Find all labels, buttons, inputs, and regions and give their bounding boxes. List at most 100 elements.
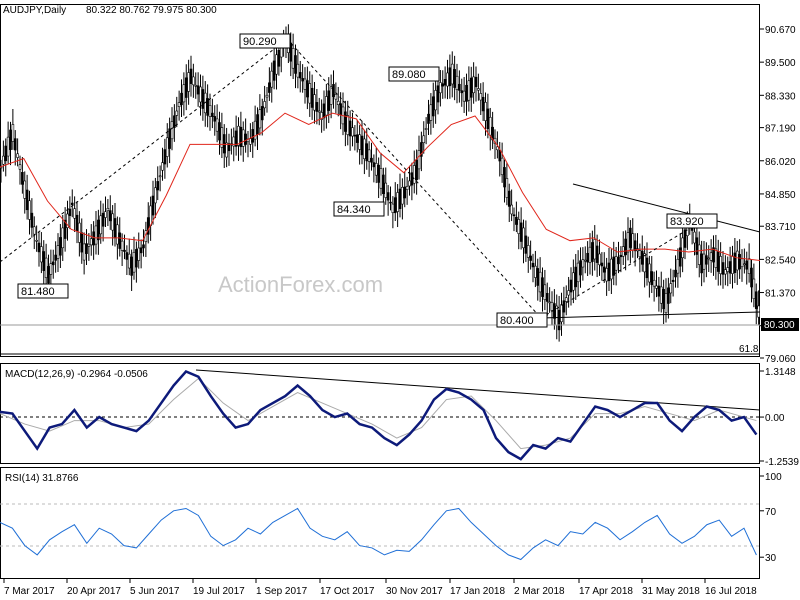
candle-body: [700, 253, 703, 274]
candle-body: [619, 254, 623, 258]
date-tick-label: 17 Oct 2017: [320, 586, 375, 597]
candle-body: [401, 186, 404, 205]
candle-body: [738, 254, 741, 270]
candle-body: [724, 269, 727, 275]
candle-body: [97, 219, 100, 241]
candle-body: [591, 242, 594, 262]
candle-body: [386, 192, 390, 201]
candle-body: [645, 257, 649, 279]
candle-body: [87, 243, 91, 247]
candle-body: [225, 142, 228, 158]
candle-body: [360, 135, 364, 156]
uptrend-dashed-line: [0, 38, 288, 263]
rsi-line: [0, 507, 757, 561]
macd-line: [0, 370, 758, 461]
rsi-axis: 100 70 30: [760, 472, 782, 564]
candle-body: [479, 93, 483, 101]
candle-body: [481, 96, 485, 112]
candle-body: [505, 178, 509, 198]
candle-body: [201, 89, 205, 109]
candle-body: [372, 162, 376, 168]
candle-body: [503, 167, 506, 188]
candle-body: [462, 90, 466, 102]
candle-body: [500, 157, 504, 176]
candle-body: [429, 104, 433, 121]
price-tick-label: 87.190: [765, 124, 796, 135]
rsi-title: RSI(14) 31.8766: [5, 473, 79, 484]
candle-body: [11, 124, 15, 142]
candle-body: [239, 126, 243, 148]
candle-body: [548, 301, 551, 304]
candle-body: [263, 101, 266, 109]
candle-body: [139, 247, 143, 254]
candle-body: [659, 286, 663, 304]
candle-body: [184, 77, 188, 98]
candle-body: [25, 189, 29, 211]
candle-body: [270, 70, 274, 88]
price-tick-label: 84.850: [765, 190, 796, 201]
candle-body: [44, 257, 48, 278]
candle-body: [510, 204, 513, 215]
candle-body: [9, 129, 12, 150]
candle-body: [522, 227, 525, 249]
candle-body: [168, 128, 171, 149]
candle-body: [531, 262, 535, 268]
rebound-dashed-line: [540, 217, 708, 319]
candle-body: [695, 237, 699, 255]
candle-body: [678, 247, 682, 267]
candle-body: [63, 219, 67, 239]
price-plot-area: [0, 24, 760, 355]
date-tick-label: 19 Jul 2017: [193, 586, 245, 597]
candle-body: [721, 262, 725, 275]
candle-body: [681, 237, 684, 259]
triangle-lower-line: [540, 311, 760, 319]
candle-body: [28, 200, 31, 220]
candle-body: [427, 113, 430, 124]
candle-body: [669, 283, 673, 294]
candle-body: [258, 109, 262, 129]
candle-body: [101, 212, 105, 227]
candle-body: [351, 127, 354, 137]
candle-body: [412, 165, 416, 184]
candle-body: [40, 246, 43, 263]
candle-body: [310, 87, 314, 108]
candle-body: [173, 115, 176, 128]
candle-body: [363, 138, 366, 160]
candle-body: [657, 285, 661, 297]
candle-body: [151, 195, 155, 216]
candle-body: [165, 137, 169, 157]
candle-body: [391, 203, 395, 213]
candle-body: [47, 266, 50, 284]
candle-body: [519, 222, 523, 242]
callout-box-84340: [333, 201, 385, 217]
candle-body: [66, 213, 69, 228]
candle-body: [396, 192, 399, 212]
candle-body: [733, 252, 737, 273]
candle-body: [108, 210, 112, 222]
callout-box-80400: [496, 312, 548, 328]
candle-body: [676, 258, 680, 274]
candle-body: [30, 212, 34, 228]
macd-tick-label: 1.3148: [765, 367, 796, 378]
candle-body: [683, 229, 687, 248]
candle-body: [301, 78, 304, 82]
candle-body: [607, 262, 611, 282]
price-tick-label: 81.370: [765, 289, 796, 300]
candle-body: [116, 224, 119, 245]
candle-body: [377, 164, 380, 183]
callout-box-81480: [17, 283, 69, 299]
candle-body: [54, 254, 57, 261]
candle-body: [227, 143, 231, 152]
candle-body: [154, 187, 157, 204]
callout-box-89080: [388, 66, 440, 82]
candle-body: [142, 244, 145, 249]
candle-body: [384, 182, 388, 198]
candle-body: [602, 266, 606, 273]
candle-body: [534, 265, 537, 278]
candle-body: [32, 226, 36, 235]
candle-body: [123, 249, 126, 252]
candle-body: [415, 159, 418, 181]
candle-body: [633, 240, 637, 252]
candle-body: [370, 157, 373, 163]
candle-body: [135, 249, 138, 268]
